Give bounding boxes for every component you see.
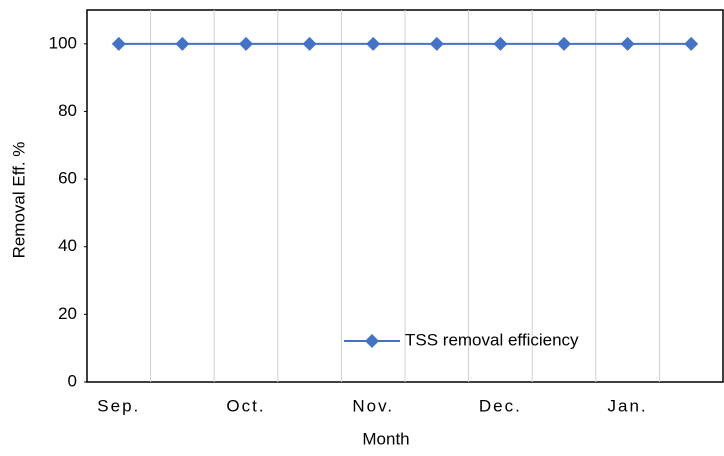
x-tick-label: Oct. (226, 396, 265, 415)
data-point (684, 36, 699, 51)
data-point (429, 36, 444, 51)
legend-marker (365, 334, 379, 348)
x-tick-label: Nov. (352, 396, 394, 415)
x-tick-label: Sep. (97, 396, 140, 415)
legend-label: TSS removal efficiency (405, 330, 579, 349)
x-tick-label: Dec. (479, 396, 522, 415)
data-point (557, 36, 571, 51)
x-axis-label: Month (362, 429, 409, 448)
data-point (302, 36, 317, 51)
y-tick-label: 100 (49, 33, 77, 52)
data-point (175, 36, 190, 51)
data-point (111, 36, 126, 51)
data-point (239, 36, 253, 51)
data-point (493, 36, 508, 51)
y-tick-label: 20 (58, 304, 77, 323)
y-tick-label: 80 (58, 101, 77, 120)
x-tick-label: Jan. (608, 396, 648, 415)
data-point (366, 36, 381, 51)
y-tick-label: 60 (58, 169, 77, 188)
data-point (620, 36, 635, 51)
y-tick-label: 0 (68, 371, 77, 390)
y-axis-label: Removal Eff. % (9, 142, 28, 259)
y-tick-label: 40 (58, 236, 77, 255)
